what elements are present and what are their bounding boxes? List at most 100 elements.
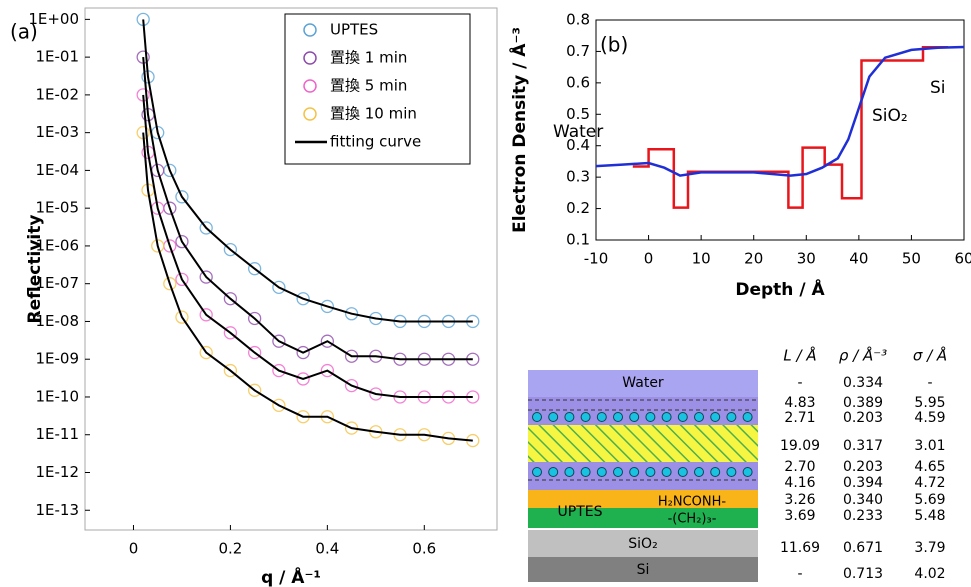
table-cell: 3.26: [784, 492, 815, 508]
data-point: [320, 334, 335, 348]
table-cell: 0.203: [843, 410, 883, 426]
y-tick-label: 1E-11: [35, 425, 79, 443]
plot-frame: [84, 7, 498, 531]
x-tick-label: 60: [954, 250, 971, 268]
y-tick-label: 1E-03: [35, 123, 79, 141]
y-tick-label: 1E-01: [35, 48, 79, 66]
head-dot: [742, 467, 753, 477]
x-tick-label: 50: [902, 250, 921, 268]
table-cell: 4.59: [914, 410, 945, 426]
head-dot: [629, 467, 640, 477]
sio2-layer: [528, 530, 758, 557]
y-tick-label: 1E-10: [35, 387, 79, 405]
table-cell: 0.713: [843, 566, 883, 582]
legend-label: 置換 5 min: [330, 77, 407, 95]
x-tick-label: 20: [744, 250, 763, 268]
head-dot: [564, 412, 575, 422]
data-point: [247, 383, 262, 397]
profile-line: [595, 45, 965, 177]
layer-label: Water: [622, 375, 664, 391]
data-point: [175, 272, 189, 287]
data-point: [296, 372, 310, 386]
layer-label: UPTES: [558, 504, 603, 520]
y-tick-label: 0.8: [566, 11, 590, 29]
data-point: [296, 292, 310, 306]
table-cell: 2.70: [784, 459, 815, 475]
table-header: L / Å: [783, 346, 816, 365]
legend-label: 置換 10 min: [330, 105, 417, 123]
table-cell: 4.72: [914, 475, 945, 491]
data-point: [199, 270, 213, 284]
x-tick-label: 40: [849, 250, 868, 268]
table-cell: -: [797, 375, 802, 391]
data-point: [247, 262, 262, 276]
x-tick-label: 0.6: [412, 540, 436, 558]
table-cell: -: [797, 566, 802, 582]
panel-label: (a): [10, 20, 38, 44]
table-cell: 0.394: [843, 475, 883, 491]
y-tick-label: 1E-09: [35, 350, 79, 368]
data-point: [272, 280, 286, 295]
table-cell: 11.69: [780, 540, 820, 556]
amide-layer: [528, 490, 758, 508]
table-cell: 4.16: [784, 475, 815, 491]
x-axis-title: Depth / Å: [735, 277, 825, 300]
legend-label: UPTES: [330, 21, 378, 39]
data-point: [175, 234, 189, 249]
fit-curve: [142, 57, 473, 361]
data-point: [320, 299, 335, 314]
y-tick-label: 1E-02: [35, 85, 79, 103]
layer-label: -(CH₂)₃-: [668, 512, 717, 527]
table-cell: 19.09: [780, 438, 820, 454]
data-point: [223, 326, 238, 340]
table-cell: 0.233: [843, 508, 883, 524]
data-point: [320, 363, 335, 378]
head-dot: [629, 412, 640, 422]
plot-frame: [595, 19, 965, 241]
y-tick-label: 0.3: [566, 168, 590, 186]
data-point: [223, 363, 238, 378]
head-dot: [532, 412, 542, 422]
y-axis-title: Electron Density / Å⁻³: [507, 27, 530, 233]
y-tick-label: 1E-08: [35, 312, 79, 330]
table-cell: 0.671: [843, 540, 883, 556]
data-point: [272, 363, 286, 378]
table-cell: 4.65: [914, 459, 945, 475]
layer-diagram: [528, 370, 758, 582]
legend-label: 置換 1 min: [330, 49, 407, 67]
legend-label: fitting curve: [330, 133, 421, 151]
head-dot: [726, 467, 737, 477]
data-point: [247, 311, 262, 326]
x-tick-label: 0: [129, 540, 139, 558]
x-tick-label: 0: [644, 250, 654, 268]
head-dot: [742, 412, 753, 422]
fit-curve: [142, 132, 473, 442]
head-dot: [661, 412, 672, 422]
y-tick-label: 1E+00: [28, 10, 79, 28]
data-point: [223, 242, 238, 257]
head-dot: [645, 412, 656, 422]
data-point: [272, 334, 286, 348]
table-cell: -: [927, 375, 932, 391]
table-header: ρ / Å⁻³: [839, 346, 887, 365]
table-cell: 4.83: [784, 395, 815, 411]
y-tick-label: 0.5: [566, 105, 590, 123]
table-cell: 3.79: [914, 540, 945, 556]
fit-curve: [142, 94, 473, 398]
y-tick-label: 1E-05: [35, 199, 79, 217]
y-axis-title: Reflectivity: [25, 215, 45, 324]
head-dot: [677, 412, 688, 422]
head-dot: [580, 467, 591, 477]
head-dot: [694, 412, 704, 422]
head-dot: [677, 467, 688, 477]
head-dot: [532, 467, 542, 477]
table-cell: 2.71: [784, 410, 815, 426]
table-cell: 5.95: [914, 395, 945, 411]
table-cell: 3.01: [914, 438, 945, 454]
table-cell: 5.69: [914, 492, 945, 508]
data-point: [272, 398, 286, 413]
x-tick-label: 30: [797, 250, 816, 268]
head-dot: [661, 467, 672, 477]
fit-curve: [142, 19, 473, 323]
